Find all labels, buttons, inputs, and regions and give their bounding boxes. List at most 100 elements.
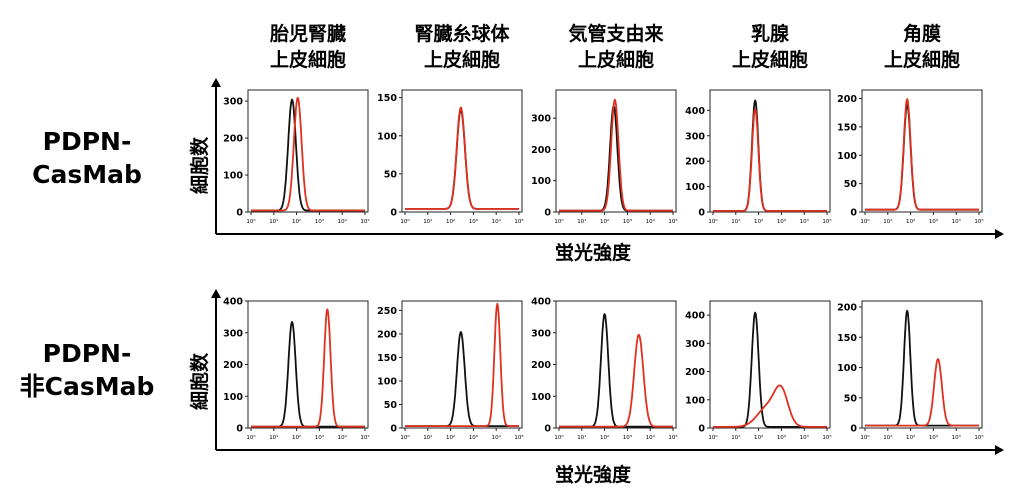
y-tick-label-1-0: 0 — [236, 208, 243, 219]
x-arrowhead-row2 — [995, 445, 1004, 455]
x-tick-label-5-4: 10⁴ — [952, 218, 962, 225]
y-tick-label-1-2: 200 — [223, 134, 243, 145]
histogram-series-2-2 — [404, 106, 520, 210]
y-tick-label-4-2: 200 — [685, 157, 705, 168]
y-tick-label-9-2: 200 — [685, 367, 705, 378]
y-tick-label-6-3: 300 — [223, 328, 243, 339]
x-tick-label-3-1: 10¹ — [577, 218, 586, 225]
x-tick-label-6-0: 10⁰ — [246, 434, 256, 441]
x-tick-label-7-2: 10² — [446, 434, 455, 441]
y-tick-label-7-1: 50 — [384, 400, 398, 411]
x-tick-label-7-3: 10³ — [469, 434, 478, 441]
x-tick-label-6-1: 10¹ — [269, 434, 278, 441]
x-tick-label-5-1: 10¹ — [883, 218, 892, 225]
y-tick-label-7-3: 150 — [377, 353, 397, 364]
y-arrowhead-row2 — [211, 289, 221, 298]
x-tick-label-9-4: 10⁴ — [800, 434, 810, 441]
y-tick-label-5-3: 150 — [837, 122, 857, 133]
y-tick-label-3-2: 200 — [531, 145, 551, 156]
x-tick-label-4-2: 10² — [754, 218, 763, 225]
x-tick-label-8-0: 10⁰ — [554, 434, 564, 441]
y-tick-label-1-1: 100 — [223, 171, 243, 182]
y-arrowhead-row1 — [211, 78, 221, 87]
y-tick-label-5-1: 50 — [844, 179, 858, 190]
x-tick-label-4-0: 10⁰ — [708, 218, 718, 225]
y-tick-label-8-1: 100 — [531, 392, 551, 403]
x-tick-label-4-5: 10⁵ — [822, 218, 831, 225]
y-tick-label-10-0: 0 — [850, 424, 857, 435]
y-tick-label-6-4: 400 — [223, 297, 243, 308]
panel-frame-6 — [247, 300, 369, 429]
y-tick-label-3-3: 300 — [531, 114, 551, 125]
panel-frame-8 — [555, 300, 677, 429]
histogram-series-7-2 — [404, 302, 520, 428]
column-title-1-line-1: 胎児腎臓 — [269, 23, 346, 45]
row-label-2-line-2: 非CasMab — [19, 372, 155, 401]
y-tick-label-4-0: 0 — [698, 208, 705, 219]
x-tick-label-10-5: 10⁵ — [974, 434, 983, 441]
panel-frame-5 — [861, 89, 983, 213]
y-tick-label-2-2: 100 — [377, 131, 397, 142]
y-tick-label-4-1: 100 — [685, 182, 705, 193]
y-tick-label-1-3: 300 — [223, 97, 243, 108]
panel-frame-4 — [709, 89, 831, 213]
y-tick-label-7-2: 100 — [377, 376, 397, 387]
x-tick-label-5-0: 10⁰ — [860, 218, 870, 225]
y-tick-label-8-0: 0 — [544, 424, 551, 435]
y-tick-label-9-4: 400 — [685, 311, 705, 322]
x-tick-label-10-2: 10² — [906, 434, 915, 441]
y-tick-label-6-0: 0 — [236, 424, 243, 435]
y-tick-label-5-2: 100 — [837, 151, 857, 162]
y-tick-label-10-4: 200 — [837, 303, 857, 314]
x-tick-label-8-1: 10¹ — [577, 434, 586, 441]
x-tick-label-1-0: 10⁰ — [246, 218, 256, 225]
row-label-1-line-1: PDPN- — [42, 127, 132, 156]
y-tick-label-7-4: 200 — [377, 329, 397, 340]
x-tick-label-9-3: 10³ — [777, 434, 786, 441]
x-tick-label-1-1: 10¹ — [269, 218, 278, 225]
x-tick-label-7-1: 10¹ — [423, 434, 432, 441]
x-tick-label-3-5: 10⁵ — [668, 218, 677, 225]
x-tick-label-2-3: 10³ — [469, 218, 478, 225]
x-tick-label-2-5: 10⁵ — [514, 218, 523, 225]
y-tick-label-3-1: 100 — [531, 176, 551, 187]
column-title-4-line-1: 乳腺 — [750, 23, 789, 45]
x-tick-label-2-0: 10⁰ — [400, 218, 410, 225]
histogram-series-8-2 — [558, 333, 674, 428]
panel-frame-1 — [247, 89, 369, 213]
x-tick-label-1-5: 10⁵ — [360, 218, 369, 225]
y-tick-label-2-3: 150 — [377, 93, 397, 104]
x-tick-label-1-3: 10³ — [315, 218, 324, 225]
column-title-2-line-2: 上皮細胞 — [423, 49, 500, 71]
x-axis-title-row2: 蛍光強度 — [555, 464, 632, 486]
column-title-3-line-1: 気管支由来 — [568, 23, 664, 45]
y-tick-label-10-1: 50 — [844, 393, 858, 404]
y-tick-label-6-1: 100 — [223, 392, 243, 403]
x-tick-label-3-0: 10⁰ — [554, 218, 564, 225]
x-tick-label-9-1: 10¹ — [731, 434, 740, 441]
x-tick-label-6-3: 10³ — [315, 434, 324, 441]
x-tick-label-7-5: 10⁵ — [514, 434, 523, 441]
y-tick-label-2-1: 50 — [384, 169, 398, 180]
x-tick-label-5-2: 10² — [906, 218, 915, 225]
x-tick-label-5-5: 10⁵ — [974, 218, 983, 225]
x-tick-label-4-1: 10¹ — [731, 218, 740, 225]
column-title-1-line-2: 上皮細胞 — [269, 49, 346, 71]
x-tick-label-3-3: 10³ — [623, 218, 632, 225]
y-tick-label-8-4: 400 — [531, 297, 551, 308]
x-axis-title-row1: 蛍光強度 — [555, 242, 632, 264]
histogram-series-3-2 — [558, 98, 674, 212]
y-tick-label-10-3: 150 — [837, 333, 857, 344]
x-tick-label-3-4: 10⁴ — [646, 218, 656, 225]
y-tick-label-9-1: 100 — [685, 395, 705, 406]
column-title-3-line-2: 上皮細胞 — [577, 49, 654, 71]
x-tick-label-3-2: 10² — [600, 218, 609, 225]
y-tick-label-8-3: 300 — [531, 328, 551, 339]
x-tick-label-9-5: 10⁵ — [822, 434, 831, 441]
histogram-series-1-2 — [250, 96, 366, 212]
x-tick-label-8-2: 10² — [600, 434, 609, 441]
y-tick-label-5-4: 200 — [837, 94, 857, 105]
x-tick-label-2-4: 10⁴ — [492, 218, 502, 225]
x-tick-label-6-5: 10⁵ — [360, 434, 369, 441]
